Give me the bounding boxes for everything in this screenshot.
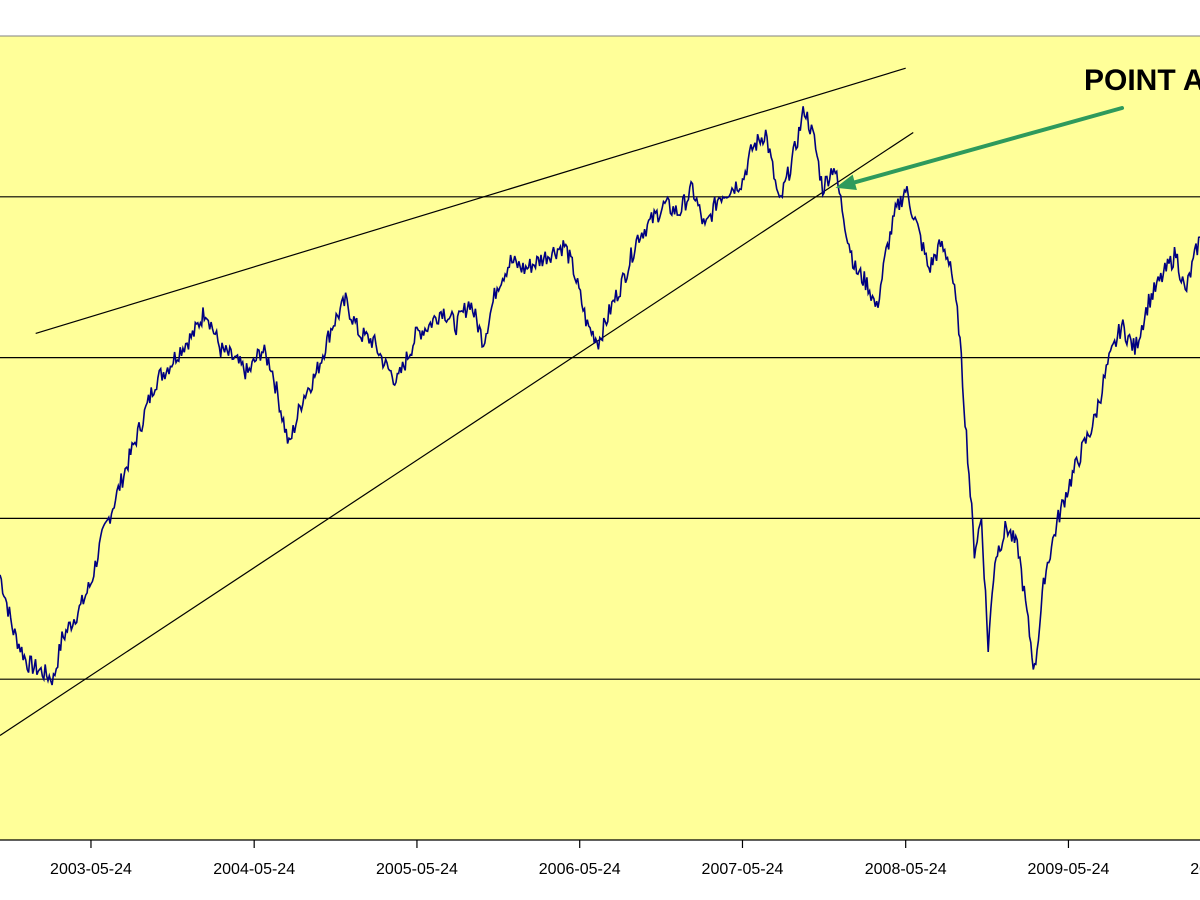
x-tick-label-3: 2005-05-24	[376, 861, 458, 878]
x-tick-label-7: 2009-05-24	[1028, 861, 1110, 878]
trendline-2	[0, 131, 914, 736]
x-tick-label-6: 2008-05-24	[865, 861, 947, 878]
x-tick-label-8: 2010-05-24	[1190, 861, 1200, 878]
x-tick-label-4: 2006-05-24	[539, 861, 621, 878]
x-axis-ticks: 2003-05-24 2004-05-24 2005-05-24 2006-05-24…	[50, 840, 1200, 878]
plot-area	[0, 36, 1200, 840]
trendline-1	[35, 67, 906, 335]
annotation-label-1: POINT A	[1084, 64, 1200, 97]
x-tick-label-5: 2007-05-24	[702, 861, 784, 878]
x-tick-label-2: 2004-05-24	[213, 861, 295, 878]
annotations: POINT A	[835, 64, 1200, 191]
annotation-arrowhead-1	[835, 174, 857, 191]
annotation-arrow-1	[847, 106, 1124, 186]
series-line	[0, 106, 1200, 686]
gridlines	[0, 196, 1200, 680]
x-tick-label-1: 2003-05-24	[50, 861, 132, 878]
trendlines	[0, 67, 914, 736]
